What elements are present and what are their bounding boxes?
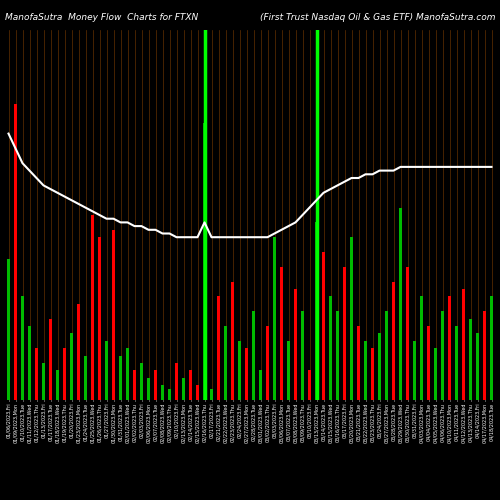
Bar xyxy=(126,348,130,400)
Bar xyxy=(62,348,66,400)
Bar xyxy=(14,104,18,400)
Bar xyxy=(448,296,452,400)
Bar xyxy=(406,267,409,400)
Bar xyxy=(196,385,200,400)
Bar xyxy=(6,260,10,400)
Bar xyxy=(392,282,396,400)
Bar xyxy=(294,289,298,400)
Bar xyxy=(266,326,270,400)
Bar xyxy=(174,363,178,400)
Bar xyxy=(280,267,283,400)
Bar xyxy=(112,230,116,400)
Bar xyxy=(70,334,73,400)
Bar xyxy=(322,252,326,400)
Bar xyxy=(244,348,248,400)
Bar xyxy=(104,341,108,400)
Bar xyxy=(118,356,122,400)
Bar xyxy=(34,348,38,400)
Bar xyxy=(238,341,242,400)
Bar xyxy=(308,370,312,400)
Bar xyxy=(350,237,354,400)
Bar xyxy=(98,237,102,400)
Text: (First Trust Nasdaq Oil & Gas ETF) ManofaSutra.com: (First Trust Nasdaq Oil & Gas ETF) Manof… xyxy=(260,12,496,22)
Bar xyxy=(146,378,150,400)
Bar xyxy=(210,389,214,400)
Bar xyxy=(42,363,46,400)
Bar xyxy=(300,311,304,400)
Bar xyxy=(76,304,80,400)
Bar xyxy=(370,348,374,400)
Bar xyxy=(188,370,192,400)
Bar xyxy=(224,326,228,400)
Bar xyxy=(84,356,87,400)
Bar xyxy=(90,215,94,400)
Bar xyxy=(490,296,494,400)
Bar xyxy=(286,341,290,400)
Bar xyxy=(328,296,332,400)
Bar xyxy=(160,385,164,400)
Bar xyxy=(48,318,52,400)
Bar xyxy=(182,378,186,400)
Bar xyxy=(140,363,143,400)
Bar xyxy=(168,389,172,400)
Bar xyxy=(342,267,346,400)
Bar xyxy=(314,222,318,400)
Bar xyxy=(272,237,276,400)
Bar xyxy=(398,208,402,400)
Bar xyxy=(252,311,256,400)
Bar xyxy=(364,341,368,400)
Bar xyxy=(440,311,444,400)
Bar xyxy=(216,296,220,400)
Bar xyxy=(336,311,340,400)
Bar xyxy=(482,311,486,400)
Bar xyxy=(434,348,438,400)
Text: ManofaSutra  Money Flow  Charts for FTXN: ManofaSutra Money Flow Charts for FTXN xyxy=(5,12,198,22)
Bar xyxy=(258,370,262,400)
Bar xyxy=(230,282,234,400)
Bar xyxy=(462,289,466,400)
Bar xyxy=(56,370,60,400)
Bar xyxy=(412,341,416,400)
Bar xyxy=(476,334,480,400)
Bar xyxy=(384,311,388,400)
Bar xyxy=(420,296,424,400)
Bar xyxy=(378,334,382,400)
Bar xyxy=(454,326,458,400)
Bar xyxy=(202,122,206,400)
Bar xyxy=(132,370,136,400)
Bar xyxy=(468,318,472,400)
Bar xyxy=(356,326,360,400)
Bar xyxy=(426,326,430,400)
Bar xyxy=(28,326,32,400)
Bar xyxy=(154,370,158,400)
Bar xyxy=(20,296,24,400)
